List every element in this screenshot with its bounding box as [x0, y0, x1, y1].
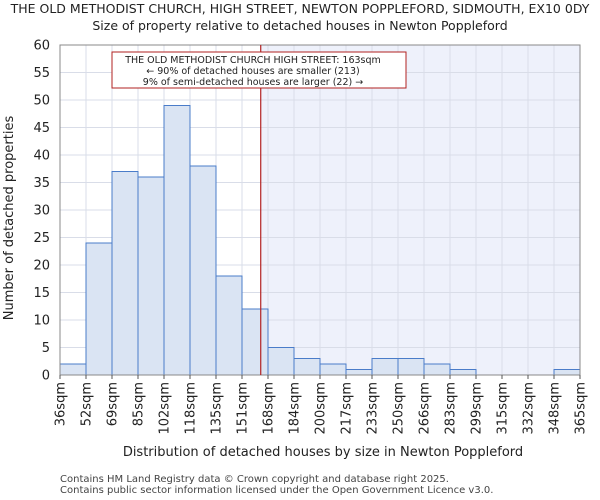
bar: [241, 308, 269, 376]
y-tick-label: 15: [33, 286, 50, 301]
x-tick-label: 266sqm: [418, 382, 433, 435]
footer-licence: Contains public sector information licen…: [60, 485, 494, 496]
y-axis-label: Number of detached properties: [2, 116, 17, 321]
annotation-line-3: 9% of semi-detached houses are larger (2…: [143, 77, 363, 88]
bar: [267, 347, 295, 376]
y-tick-label: 50: [33, 94, 50, 109]
page-subtitle: Size of property relative to detached ho…: [92, 18, 508, 33]
bar: [163, 105, 191, 376]
bar: [111, 171, 139, 376]
y-tick-label: 40: [33, 149, 50, 164]
y-tick-label: 35: [33, 176, 50, 191]
x-tick-label: 217sqm: [340, 382, 355, 435]
bar: [553, 369, 581, 376]
annotation-line-1: THE OLD METHODIST CHURCH HIGH STREET: 16…: [124, 55, 381, 66]
x-tick-label: 365sqm: [574, 382, 589, 435]
bar: [85, 242, 113, 376]
x-tick-label: 52sqm: [80, 382, 95, 426]
y-tick-label: 20: [33, 259, 50, 274]
bar: [215, 275, 243, 376]
x-tick-label: 135sqm: [210, 382, 225, 435]
x-tick-label: 299sqm: [470, 382, 485, 435]
bar: [59, 363, 87, 376]
page-title: THE OLD METHODIST CHURCH, HIGH STREET, N…: [10, 1, 590, 16]
x-tick-label: 184sqm: [288, 382, 303, 435]
x-tick-label: 151sqm: [236, 382, 251, 435]
y-tick-label: 55: [33, 66, 50, 81]
y-tick-label: 10: [33, 314, 50, 329]
x-tick-label: 85sqm: [132, 382, 147, 426]
x-tick-label: 332sqm: [522, 382, 537, 435]
x-tick-label: 250sqm: [392, 382, 407, 435]
bar: [345, 369, 373, 376]
y-tick-label: 5: [42, 341, 50, 356]
y-tick-label: 45: [33, 121, 50, 136]
x-tick-label: 348sqm: [548, 382, 563, 435]
bar: [397, 358, 425, 376]
bar: [137, 176, 165, 376]
x-tick-label: 200sqm: [314, 382, 329, 435]
bar: [423, 363, 451, 376]
x-tick-label: 118sqm: [184, 382, 199, 435]
annotation-line-2: ← 90% of detached houses are smaller (21…: [146, 66, 359, 77]
bar: [293, 358, 321, 376]
bar: [189, 165, 217, 376]
x-tick-label: 168sqm: [262, 382, 277, 435]
x-tick-label: 69sqm: [106, 382, 121, 426]
y-tick-label: 25: [33, 231, 50, 246]
x-tick-label: 283sqm: [444, 382, 459, 435]
footer-copyright: Contains HM Land Registry data © Crown c…: [60, 474, 449, 485]
bar: [449, 369, 477, 376]
y-tick-label: 60: [33, 39, 50, 54]
y-tick-label: 0: [42, 369, 50, 384]
annotation-box: [111, 51, 407, 89]
x-tick-label: 36sqm: [54, 382, 69, 426]
x-axis-label: Distribution of detached houses by size …: [123, 445, 523, 460]
x-tick-label: 315sqm: [496, 382, 511, 435]
x-tick-label: 233sqm: [366, 382, 381, 435]
bar: [371, 358, 399, 376]
y-tick-label: 30: [33, 204, 50, 219]
bar: [319, 363, 347, 376]
x-tick-label: 102sqm: [158, 382, 173, 435]
